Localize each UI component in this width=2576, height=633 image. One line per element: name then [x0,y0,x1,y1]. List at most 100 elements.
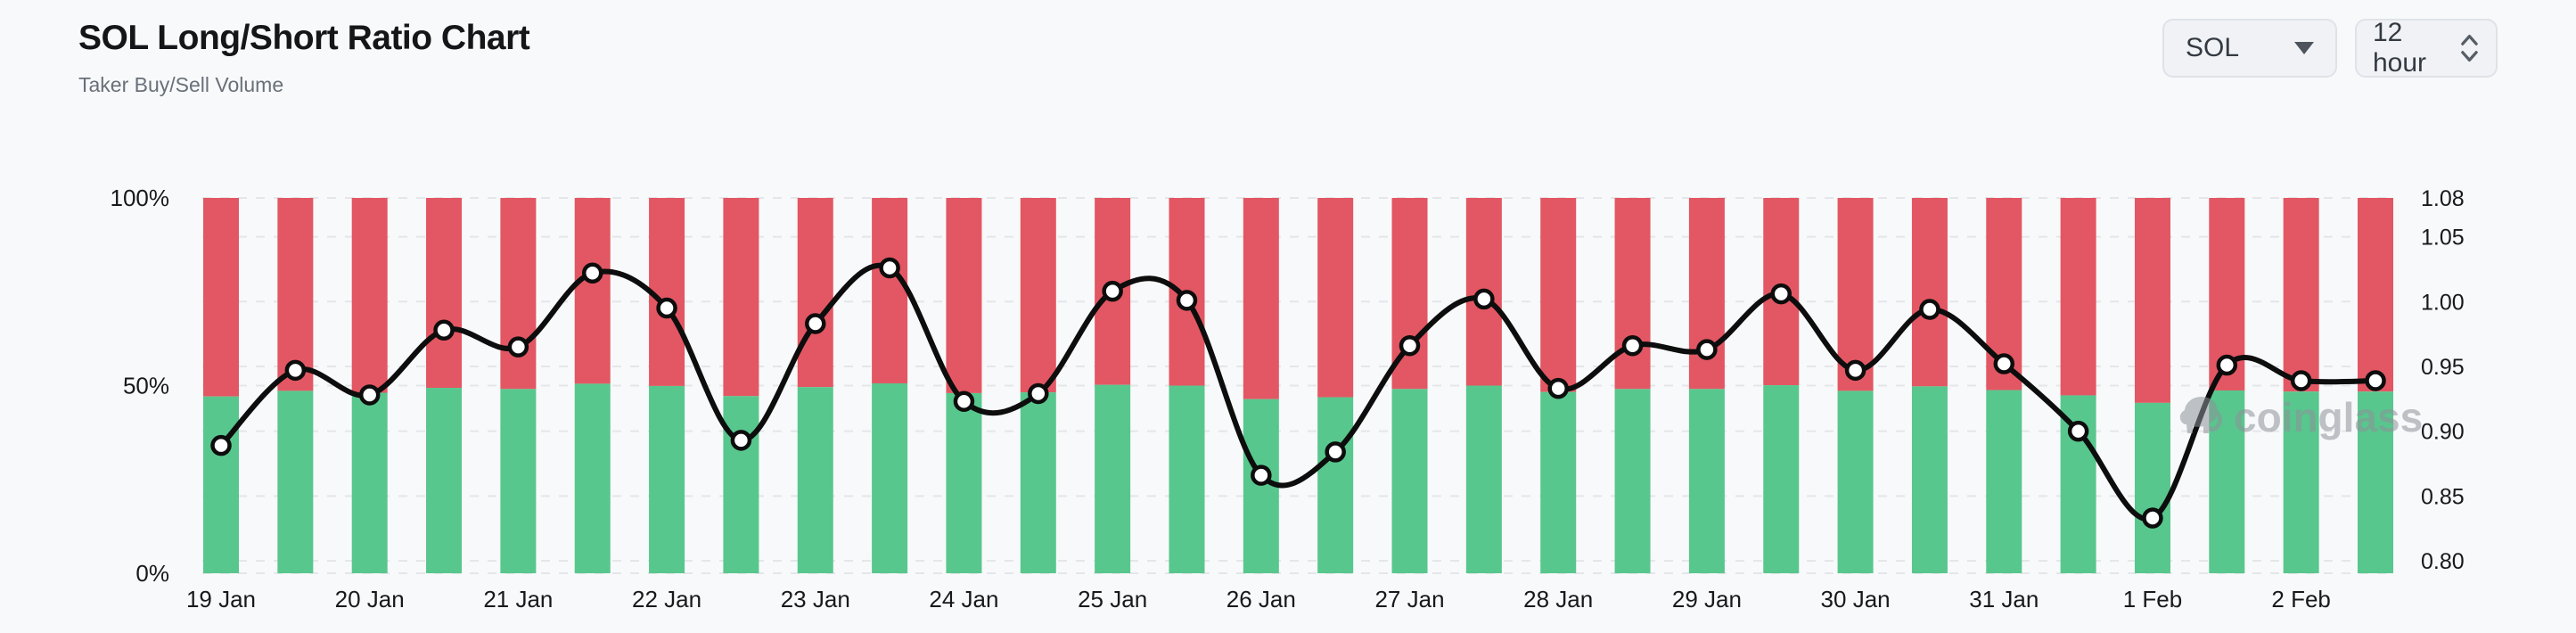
buy-bar-segment[interactable] [500,389,537,573]
buy-bar-segment[interactable] [426,388,463,573]
x-axis-date-label: 19 Jan [186,586,256,612]
x-axis-date-label: 26 Jan [1226,586,1296,612]
y-axis-left-tick-label: 0% [135,560,169,587]
sell-bar-segment[interactable] [1614,198,1651,390]
buy-bar-segment[interactable] [1837,390,1874,573]
buy-bar-segment[interactable] [1911,386,1948,573]
x-axis-date-label: 27 Jan [1374,586,1444,612]
y-axis-left-tick-label: 100% [111,185,170,211]
chart-header: SOL Long/Short Ratio Chart Taker Buy/Sel… [78,18,530,97]
ratio-marker[interactable] [1028,382,1049,405]
x-axis-date-label: 30 Jan [1821,586,1891,612]
buy-bar-segment[interactable] [1169,385,1205,574]
sell-bar-segment[interactable] [1540,198,1577,392]
x-axis-date-label: 28 Jan [1523,586,1593,612]
ratio-marker[interactable] [2216,354,2238,376]
ratio-marker[interactable] [1696,339,1718,360]
sell-bar-segment[interactable] [203,198,239,397]
ratio-marker[interactable] [2290,370,2312,391]
sell-bar-segment[interactable] [574,198,611,384]
ratio-marker[interactable] [2365,370,2386,391]
buy-bar-segment[interactable] [1317,397,1354,573]
ratio-marker[interactable] [284,359,307,382]
ratio-marker[interactable] [1325,441,1346,463]
sell-bar-segment[interactable] [649,198,685,386]
sell-bar-segment[interactable] [1911,198,1948,387]
x-axis-date-label: 1 Feb [2123,586,2183,612]
caret-down-icon [2294,42,2314,54]
ratio-marker[interactable] [358,384,381,406]
buy-bar-segment[interactable] [203,396,239,573]
ratio-marker[interactable] [507,336,529,358]
ratio-marker[interactable] [1251,464,1272,486]
buy-bar-segment[interactable] [649,385,685,573]
buy-bar-segment[interactable] [2134,402,2170,573]
buy-bar-segment[interactable] [2283,391,2319,573]
ratio-marker[interactable] [210,434,232,456]
ratio-marker[interactable] [1473,288,1495,310]
ratio-marker[interactable] [879,257,900,279]
x-axis-date-label: 31 Jan [1969,586,2039,612]
sell-bar-segment[interactable] [872,198,908,383]
ratio-marker[interactable] [1919,299,1940,320]
buy-bar-segment[interactable] [277,390,314,573]
buy-bar-segment[interactable] [946,392,982,573]
buy-bar-segment[interactable] [723,396,759,573]
buy-bar-segment[interactable] [797,387,833,573]
sell-bar-segment[interactable] [2283,198,2319,392]
sell-bar-segment[interactable] [1243,198,1279,399]
sell-bar-segment[interactable] [1688,198,1725,390]
ratio-marker[interactable] [433,319,455,341]
buy-bar-segment[interactable] [351,392,388,573]
buy-bar-segment[interactable] [1540,391,1577,573]
sell-bar-segment[interactable] [797,198,833,388]
buy-bar-segment[interactable] [1391,389,1428,573]
sell-bar-segment[interactable] [2060,198,2096,396]
sell-bar-segment[interactable] [277,198,314,391]
buy-bar-segment[interactable] [2209,390,2245,573]
buy-bar-segment[interactable] [1465,385,1502,574]
ratio-marker[interactable] [581,262,603,284]
ratio-marker[interactable] [953,390,975,412]
buy-bar-segment[interactable] [1986,390,2022,573]
sell-bar-segment[interactable] [946,198,982,393]
buy-bar-segment[interactable] [1763,385,1800,573]
ratio-marker[interactable] [1993,353,2015,374]
ratio-marker[interactable] [730,430,752,451]
ratio-marker[interactable] [656,297,677,319]
sell-bar-segment[interactable] [1317,198,1354,398]
x-axis-date-label: 25 Jan [1078,586,1147,612]
ratio-marker[interactable] [1102,280,1123,302]
ratio-marker[interactable] [1770,283,1792,305]
buy-bar-segment[interactable] [1020,392,1056,573]
ratio-marker[interactable] [1399,334,1421,357]
ratio-marker[interactable] [1621,334,1644,357]
interval-select[interactable]: 12 hour [2355,18,2498,78]
sell-bar-segment[interactable] [1020,198,1056,393]
sell-bar-segment[interactable] [1837,198,1874,391]
sell-bar-segment[interactable] [426,198,463,389]
y-axis-right-tick-label: 1.05 [2421,226,2465,251]
buy-bar-segment[interactable] [872,382,908,573]
y-axis-right-tick-label: 0.85 [2421,484,2465,509]
ratio-marker[interactable] [1844,359,1866,382]
ratio-marker[interactable] [1547,377,1569,399]
buy-bar-segment[interactable] [1688,389,1725,573]
x-axis-date-label: 24 Jan [929,586,998,612]
ratio-marker[interactable] [805,313,826,334]
sell-bar-segment[interactable] [2358,198,2394,392]
ratio-marker[interactable] [2067,420,2089,442]
sell-bar-segment[interactable] [500,198,537,390]
sell-bar-segment[interactable] [351,198,388,393]
buy-bar-segment[interactable] [1095,384,1131,573]
symbol-select[interactable]: SOL [2162,19,2337,78]
sell-bar-segment[interactable] [723,198,759,397]
buy-bar-segment[interactable] [2358,391,2394,573]
buy-bar-segment[interactable] [574,383,611,573]
sell-bar-segment[interactable] [2134,198,2170,403]
ratio-marker[interactable] [2142,507,2163,529]
buy-bar-segment[interactable] [1614,389,1651,573]
ratio-marker[interactable] [1176,290,1198,311]
